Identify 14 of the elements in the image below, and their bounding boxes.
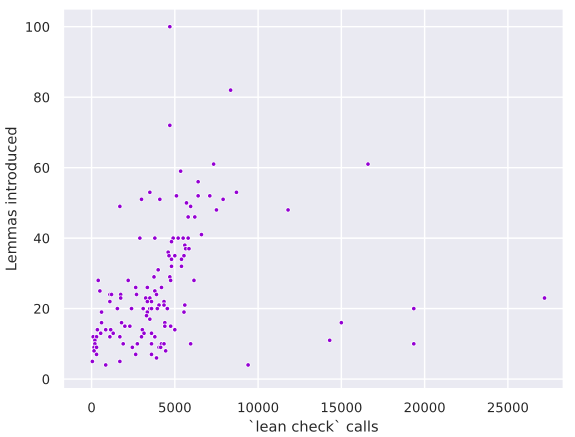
x-tick-label: 15000: [322, 402, 362, 412]
x-axis-title: `lean check` calls: [249, 420, 378, 432]
y-tick-label: 100: [26, 22, 50, 32]
y-tick-label: 20: [34, 304, 50, 314]
y-tick-label: 60: [34, 162, 50, 173]
x-tick-label: 10000: [238, 402, 278, 412]
x-tick-label: 25000: [488, 402, 528, 412]
x-tick-label: 5000: [159, 402, 191, 412]
y-axis-title: Lemmas introduced: [5, 128, 16, 270]
y-tick-label: 40: [34, 233, 50, 244]
y-tick-label: 0: [42, 374, 50, 384]
y-tick-label: 80: [34, 92, 50, 102]
x-tick-label: 0: [88, 402, 95, 412]
x-tick-label: 20000: [404, 402, 445, 412]
